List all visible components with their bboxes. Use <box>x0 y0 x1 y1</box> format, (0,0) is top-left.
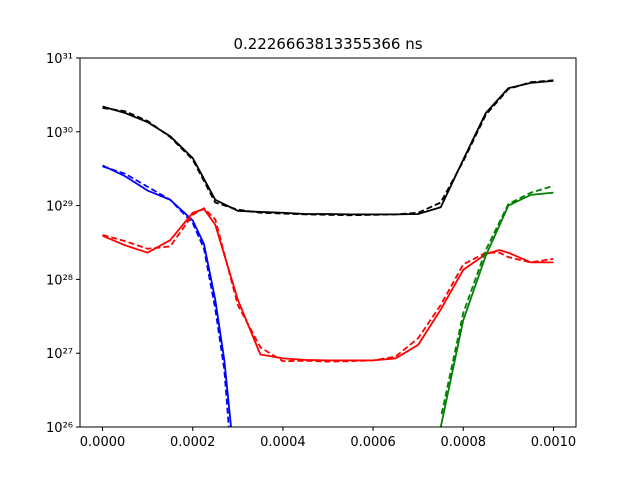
y-tick-label: 10³⁰ <box>46 126 73 141</box>
series-line <box>102 79 554 217</box>
chart-title: 0.2226663813355366 ns <box>233 35 422 53</box>
x-tick-label: 0.0006 <box>350 435 396 450</box>
series-line <box>439 191 554 427</box>
y-tick-label: 10²⁸ <box>46 273 73 288</box>
series-line <box>440 185 554 415</box>
series-line <box>102 165 230 427</box>
x-tick-label: 0.0010 <box>531 435 577 450</box>
x-tick-label: 0.0000 <box>80 435 126 450</box>
series-line <box>102 207 554 363</box>
y-tick-label: 10²⁶ <box>46 421 73 436</box>
y-tick-label: 10²⁹ <box>46 200 73 215</box>
x-tick-label: 0.0008 <box>441 435 487 450</box>
plot-lines <box>102 79 554 427</box>
y-tick-label: 10²⁷ <box>46 347 73 362</box>
axes-frame <box>79 57 577 428</box>
x-tick-label: 0.0004 <box>260 435 306 450</box>
series-line <box>102 164 232 427</box>
y-tick-label: 10³¹ <box>46 52 73 67</box>
x-tick-label: 0.0002 <box>170 435 216 450</box>
